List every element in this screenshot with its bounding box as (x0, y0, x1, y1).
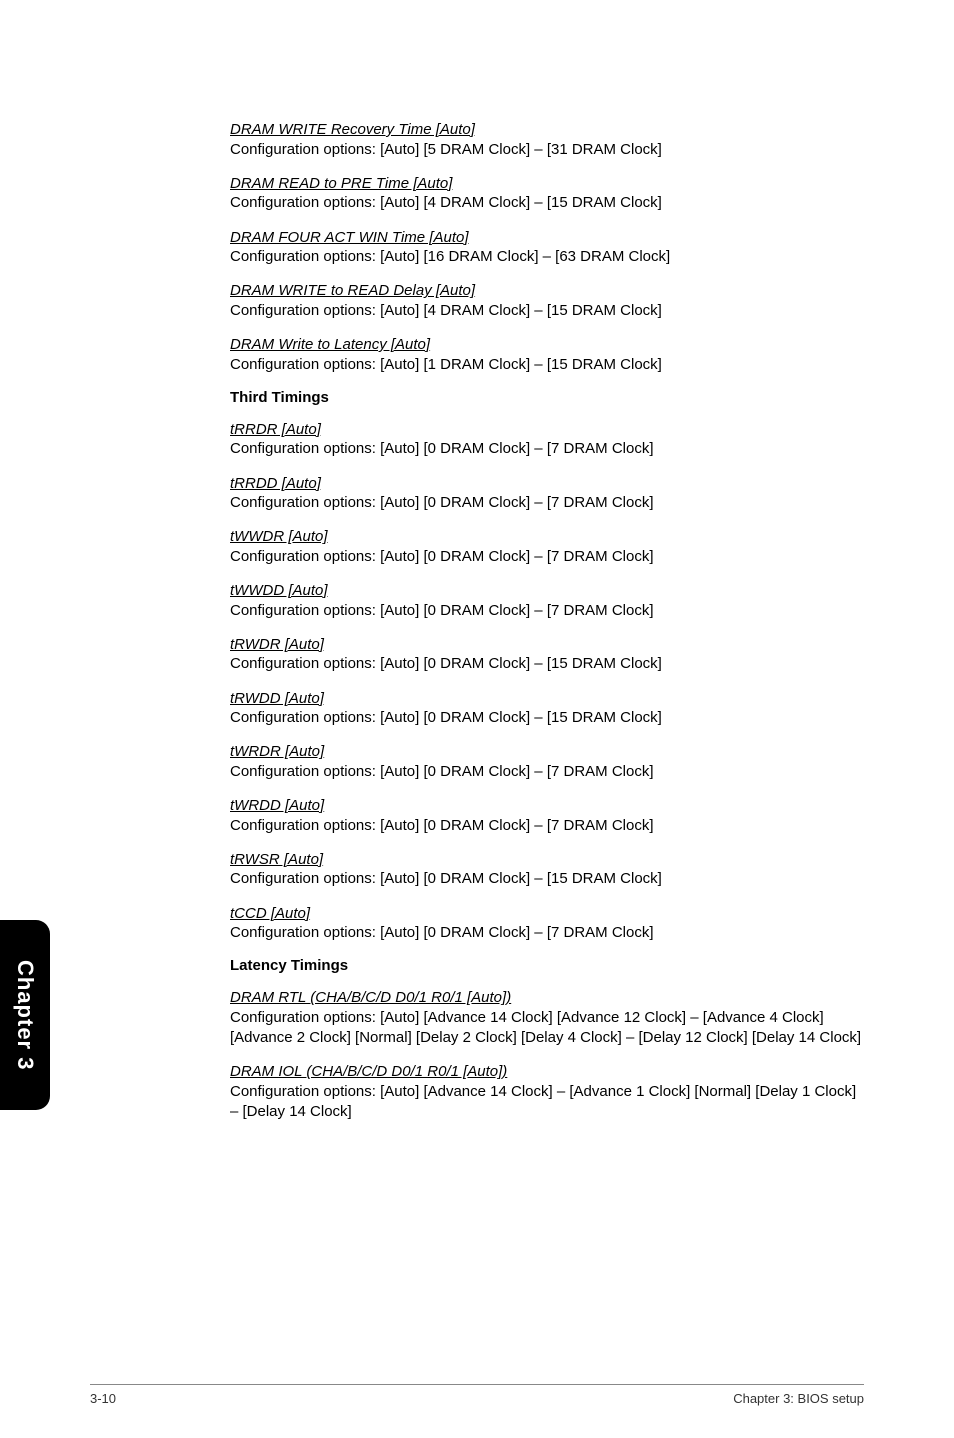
setting-description: Configuration options: [Auto] [0 DRAM Cl… (230, 601, 864, 621)
chapter-side-tab-text: Chapter 3 (12, 960, 38, 1070)
setting-description: Configuration options: [Auto] [0 DRAM Cl… (230, 923, 864, 943)
setting-title: tRRDD [Auto] (230, 474, 864, 494)
page-footer: 3-10 Chapter 3: BIOS setup (0, 1384, 954, 1406)
setting-description: Configuration options: [Auto] [0 DRAM Cl… (230, 547, 864, 567)
section-heading: Third Timings (230, 389, 864, 406)
setting-title: DRAM IOL (CHA/B/C/D D0/1 R0/1 [Auto]) (230, 1062, 864, 1082)
setting-description: Configuration options: [Auto] [0 DRAM Cl… (230, 869, 864, 889)
setting-title: tWRDD [Auto] (230, 796, 864, 816)
setting-description: Configuration options: [Auto] [0 DRAM Cl… (230, 493, 864, 513)
setting-title: tRWDD [Auto] (230, 689, 864, 709)
setting-title: DRAM WRITE Recovery Time [Auto] (230, 120, 864, 140)
section-heading: Latency Timings (230, 957, 864, 974)
setting-description: Configuration options: [Auto] [4 DRAM Cl… (230, 301, 864, 321)
chapter-side-tab: Chapter 3 (0, 920, 50, 1110)
setting-title: tRWDR [Auto] (230, 635, 864, 655)
setting-description: Configuration options: [Auto] [0 DRAM Cl… (230, 654, 864, 674)
setting-title: DRAM FOUR ACT WIN Time [Auto] (230, 228, 864, 248)
setting-description: Configuration options: [Auto] [16 DRAM C… (230, 247, 864, 267)
setting-title: tWWDD [Auto] (230, 581, 864, 601)
footer-line: 3-10 Chapter 3: BIOS setup (90, 1384, 864, 1406)
setting-description: Configuration options: [Auto] [1 DRAM Cl… (230, 355, 864, 375)
setting-title: DRAM RTL (CHA/B/C/D D0/1 R0/1 [Auto]) (230, 988, 864, 1008)
setting-title: tCCD [Auto] (230, 904, 864, 924)
page-content: DRAM WRITE Recovery Time [Auto]Configura… (0, 0, 954, 1122)
setting-title: DRAM Write to Latency [Auto] (230, 335, 864, 355)
setting-title: tRWSR [Auto] (230, 850, 864, 870)
setting-description: Configuration options: [Auto] [5 DRAM Cl… (230, 140, 864, 160)
setting-title: tWWDR [Auto] (230, 527, 864, 547)
setting-description: Configuration options: [Auto] [4 DRAM Cl… (230, 193, 864, 213)
setting-description: Configuration options: [Auto] [0 DRAM Cl… (230, 708, 864, 728)
footer-page-number: 3-10 (90, 1391, 116, 1406)
footer-chapter-title: Chapter 3: BIOS setup (733, 1391, 864, 1406)
setting-title: tWRDR [Auto] (230, 742, 864, 762)
setting-description: Configuration options: [Auto] [0 DRAM Cl… (230, 816, 864, 836)
setting-description: Configuration options: [Auto] [Advance 1… (230, 1008, 864, 1049)
setting-description: Configuration options: [Auto] [Advance 1… (230, 1082, 864, 1123)
setting-description: Configuration options: [Auto] [0 DRAM Cl… (230, 762, 864, 782)
setting-title: DRAM READ to PRE Time [Auto] (230, 174, 864, 194)
setting-description: Configuration options: [Auto] [0 DRAM Cl… (230, 439, 864, 459)
setting-title: tRRDR [Auto] (230, 420, 864, 440)
setting-title: DRAM WRITE to READ Delay [Auto] (230, 281, 864, 301)
